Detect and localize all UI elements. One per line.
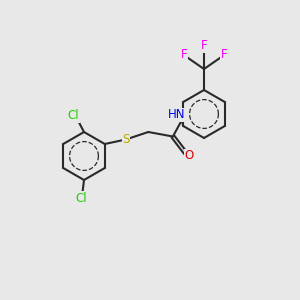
Text: HN: HN (168, 108, 185, 121)
Text: Cl: Cl (75, 191, 87, 205)
Text: F: F (221, 47, 227, 61)
Text: S: S (122, 133, 130, 146)
Text: F: F (181, 47, 187, 61)
Text: Cl: Cl (68, 109, 79, 122)
Text: O: O (184, 149, 194, 163)
Text: F: F (201, 39, 207, 52)
